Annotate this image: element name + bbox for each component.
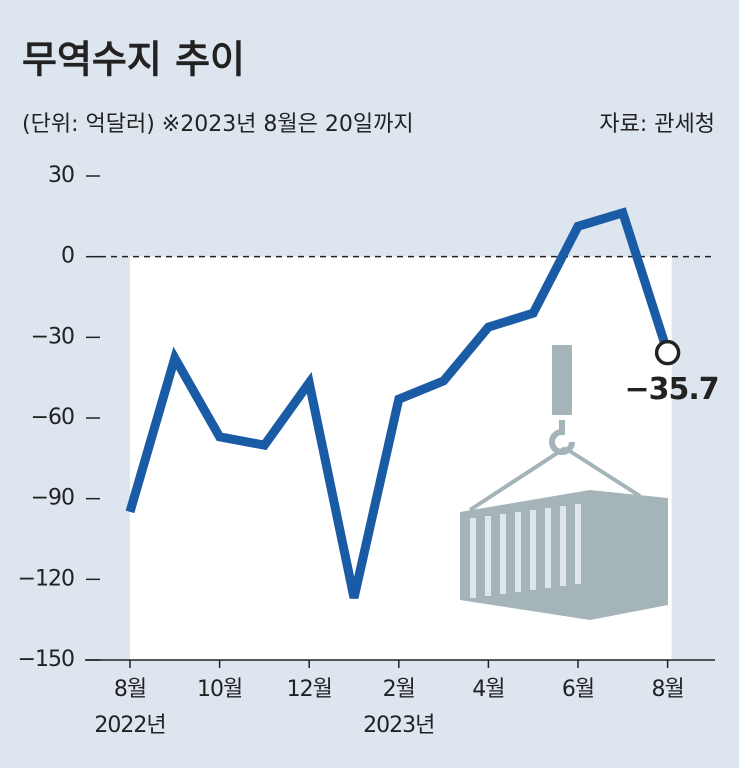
container-rib [500, 514, 506, 594]
cable [552, 345, 572, 415]
x-tick-label: 6월 [562, 677, 594, 702]
y-tick-label: 30 [48, 163, 74, 188]
chart-title: 무역수지 추이 [22, 38, 245, 82]
x-tick-label: 4월 [472, 677, 504, 702]
y-tick-label: −30 [31, 324, 74, 349]
container-rib [470, 518, 476, 598]
slings [468, 446, 642, 512]
y-tick-label: −120 [18, 566, 74, 591]
plot-area: −150 −120 −90 −60 −30 0 30 8월 2022년 10월 12월 2월 2023년… [18, 163, 720, 738]
y-tick-label: −150 [18, 647, 74, 672]
x-year-label: 2023년 [363, 713, 434, 738]
value-label: −35.7 [625, 372, 719, 407]
container-rib [485, 516, 491, 596]
x-tick-label: 8월 [114, 677, 146, 702]
x-tick-label: 10월 [197, 677, 242, 702]
x-year-label: 2022년 [94, 713, 165, 738]
x-tick-label: 8월 [651, 677, 683, 702]
container-rib [575, 504, 581, 584]
container-rib [515, 512, 521, 592]
x-tick-label: 2월 [383, 677, 415, 702]
end-marker [654, 339, 681, 366]
container-rib [560, 506, 566, 586]
x-tick-label: 12월 [287, 677, 332, 702]
container-illustration [460, 345, 668, 620]
container-rib [530, 510, 536, 590]
y-tick-label: −90 [31, 486, 74, 511]
container-rib [545, 508, 551, 588]
series-line [125, 207, 672, 599]
hook [549, 420, 575, 455]
source: 자료: 관세청 [599, 112, 715, 137]
chart-subtitle: (단위: 억달러) ※2023년 8월은 20일까지 [22, 112, 414, 137]
y-tick-label: 0 [61, 244, 74, 269]
y-tick-label: −60 [31, 405, 74, 430]
